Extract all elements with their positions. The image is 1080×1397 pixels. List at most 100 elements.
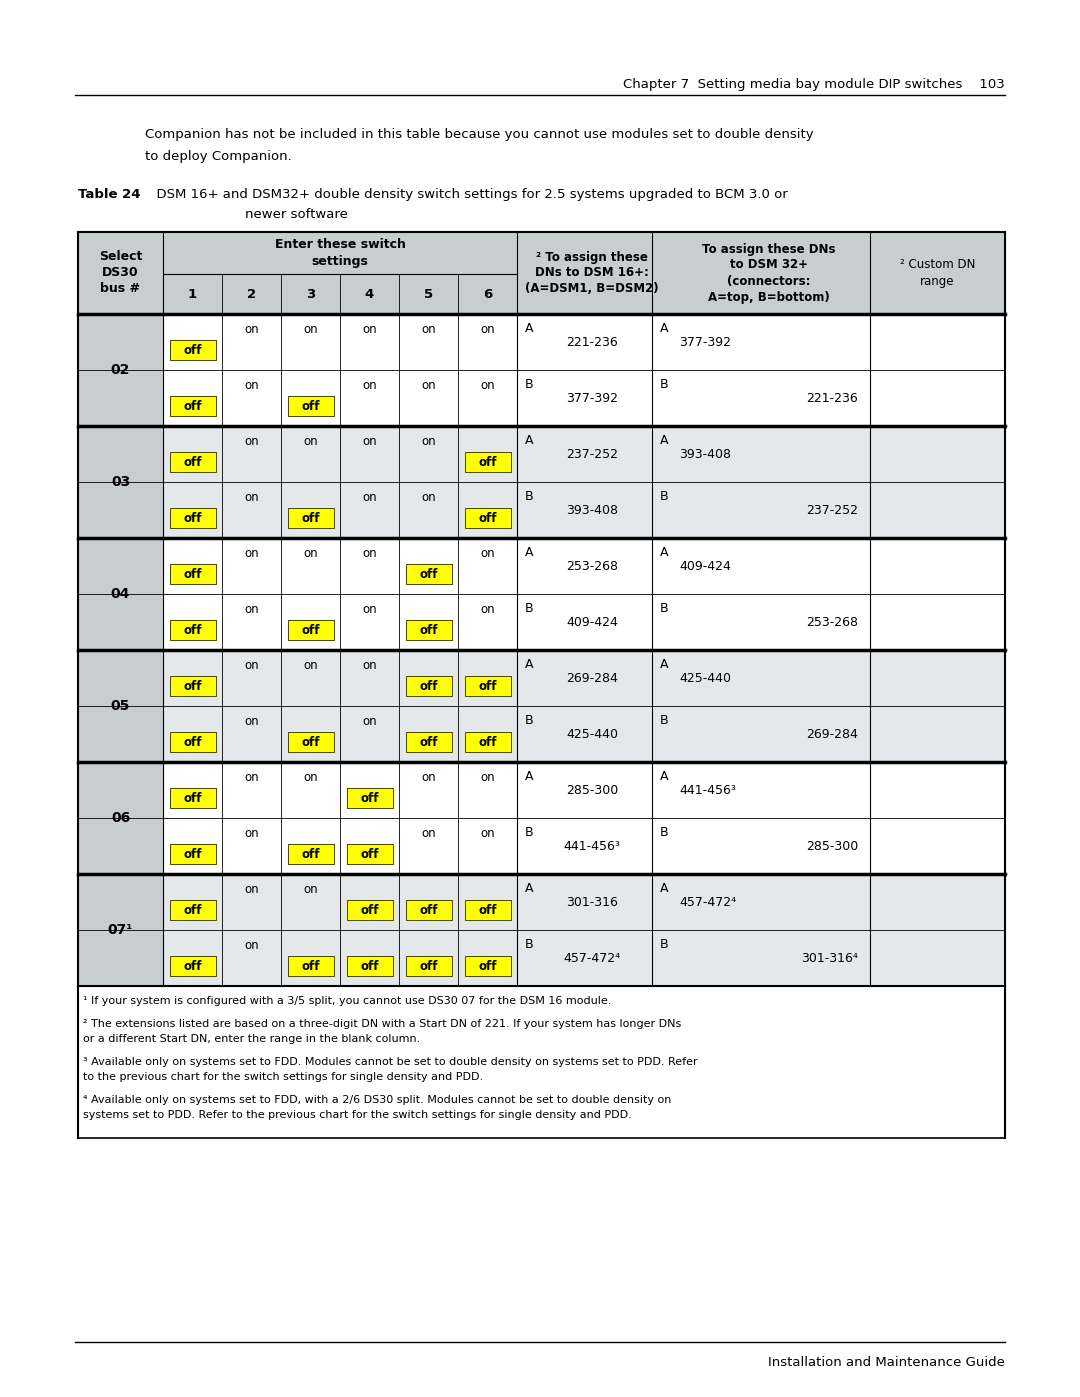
Text: B: B: [660, 826, 669, 838]
Text: B: B: [660, 937, 669, 950]
Text: A: A: [660, 882, 669, 894]
Text: 221-236: 221-236: [566, 335, 618, 348]
Text: to the previous chart for the switch settings for single density and PDD.: to the previous chart for the switch set…: [83, 1071, 483, 1083]
Text: on: on: [362, 659, 377, 672]
Text: Select
DS30
bus #: Select DS30 bus #: [98, 250, 143, 296]
Text: B: B: [660, 377, 669, 391]
Bar: [405, 676, 451, 696]
Text: on: on: [244, 659, 259, 672]
Text: on: on: [362, 715, 377, 728]
Bar: [170, 341, 216, 360]
Text: on: on: [303, 771, 318, 784]
Text: 409-424: 409-424: [679, 560, 731, 573]
Text: off: off: [184, 511, 202, 525]
Bar: [464, 453, 511, 472]
Text: on: on: [303, 883, 318, 897]
Text: systems set to PDD. Refer to the previous chart for the switch settings for sing: systems set to PDD. Refer to the previou…: [83, 1111, 632, 1120]
Bar: [347, 901, 392, 921]
Text: 237-252: 237-252: [566, 447, 618, 461]
Text: 269-284: 269-284: [806, 728, 858, 740]
Text: 441-456³: 441-456³: [679, 784, 735, 796]
Text: on: on: [303, 659, 318, 672]
Bar: [287, 620, 334, 640]
Bar: [287, 732, 334, 753]
Text: B: B: [525, 714, 534, 726]
Text: on: on: [362, 323, 377, 337]
Text: DSM 16+ and DSM32+ double density switch settings for 2.5 systems upgraded to BC: DSM 16+ and DSM32+ double density switch…: [148, 189, 787, 201]
Text: to deploy Companion.: to deploy Companion.: [145, 149, 292, 163]
Bar: [405, 901, 451, 921]
Text: 3: 3: [306, 288, 315, 300]
Bar: [287, 732, 334, 753]
Bar: [464, 901, 511, 921]
Bar: [163, 705, 1005, 761]
Text: on: on: [481, 827, 495, 840]
Text: ² Custom DN
range: ² Custom DN range: [900, 258, 975, 288]
Bar: [347, 788, 392, 809]
Text: on: on: [481, 323, 495, 337]
Bar: [170, 509, 216, 528]
Text: B: B: [660, 602, 669, 615]
Text: off: off: [184, 680, 202, 693]
Bar: [287, 397, 334, 416]
Text: 285-300: 285-300: [806, 840, 858, 852]
Text: 1: 1: [188, 288, 197, 300]
Text: off: off: [419, 624, 437, 637]
Text: off: off: [184, 736, 202, 749]
Text: Companion has not be included in this table because you cannot use modules set t: Companion has not be included in this ta…: [145, 129, 813, 141]
Bar: [78, 819, 163, 875]
Text: on: on: [362, 492, 377, 504]
Text: on: on: [244, 379, 259, 393]
Text: A: A: [660, 770, 669, 782]
Bar: [405, 564, 451, 584]
Text: or a different Start DN, enter the range in the blank column.: or a different Start DN, enter the range…: [83, 1034, 420, 1044]
Text: off: off: [361, 792, 379, 805]
Bar: [347, 844, 392, 865]
Text: Table 24: Table 24: [78, 189, 140, 201]
Text: 05: 05: [111, 698, 131, 712]
Bar: [405, 620, 451, 640]
Bar: [170, 341, 216, 360]
Bar: [405, 957, 451, 977]
Text: 03: 03: [111, 475, 130, 489]
Text: Installation and Maintenance Guide: Installation and Maintenance Guide: [768, 1356, 1005, 1369]
Bar: [170, 676, 216, 696]
Text: off: off: [301, 736, 320, 749]
Text: 377-392: 377-392: [679, 335, 731, 348]
Text: 253-268: 253-268: [806, 616, 858, 629]
Text: B: B: [525, 489, 534, 503]
Text: off: off: [419, 736, 437, 749]
Bar: [287, 844, 334, 865]
Text: off: off: [478, 455, 497, 469]
Text: on: on: [244, 883, 259, 897]
Text: on: on: [481, 379, 495, 393]
Text: off: off: [184, 455, 202, 469]
Bar: [170, 397, 216, 416]
Bar: [464, 901, 511, 921]
Text: off: off: [361, 848, 379, 861]
Text: B: B: [525, 826, 534, 838]
Text: A: A: [525, 433, 534, 447]
Text: 393-408: 393-408: [679, 447, 731, 461]
Text: on: on: [362, 604, 377, 616]
Bar: [347, 957, 392, 977]
Text: on: on: [244, 492, 259, 504]
Bar: [170, 676, 216, 696]
Bar: [347, 901, 392, 921]
Text: 393-408: 393-408: [566, 503, 618, 517]
Text: on: on: [481, 771, 495, 784]
Text: off: off: [478, 680, 497, 693]
Text: A: A: [525, 658, 534, 671]
Text: off: off: [361, 904, 379, 916]
Text: Chapter 7  Setting media bay module DIP switches    103: Chapter 7 Setting media bay module DIP s…: [623, 78, 1005, 91]
Text: 285-300: 285-300: [566, 784, 618, 796]
Bar: [78, 761, 163, 819]
Text: B: B: [525, 377, 534, 391]
Bar: [170, 844, 216, 865]
Text: A: A: [660, 433, 669, 447]
Text: off: off: [419, 960, 437, 972]
Text: off: off: [478, 960, 497, 972]
Text: off: off: [478, 511, 497, 525]
Bar: [347, 957, 392, 977]
Text: 425-440: 425-440: [679, 672, 731, 685]
